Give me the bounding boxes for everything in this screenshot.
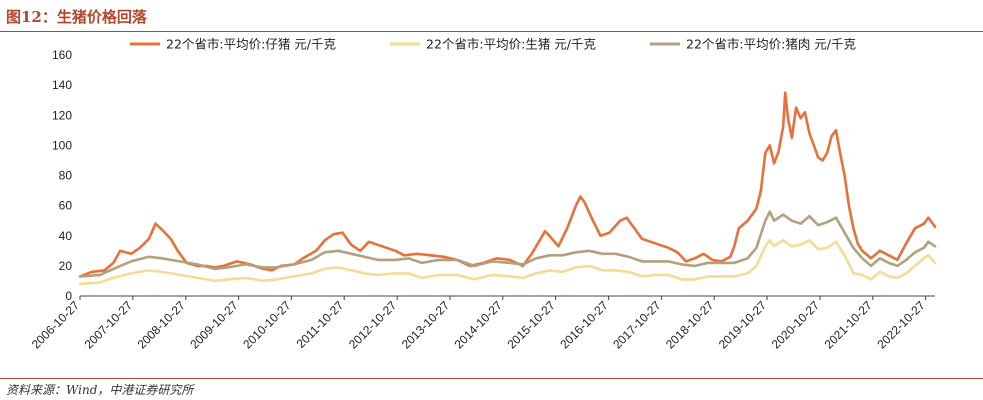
x-tick-labels: 2006-10-27 2007-10-27 2008-10-27 2009-10-27…: [29, 296, 928, 352]
legend-label-3: 22个省市:平均价:猪肉 元/千克: [686, 37, 856, 52]
x-tick-label: 2011-10-27: [294, 298, 347, 351]
y-tick-labels: 0 20 40 60 80 100 120 140 160: [52, 48, 72, 303]
series-line-2: [78, 239, 937, 286]
y-tick-label: 40: [59, 229, 73, 243]
series-line-3: [78, 210, 937, 278]
series-line-1: [78, 91, 937, 278]
y-tick-label: 100: [52, 138, 72, 152]
y-tick-label: 160: [52, 48, 72, 62]
figure-title: 图12：生猪价格回落: [6, 8, 147, 26]
source-rule: [0, 378, 983, 379]
y-tick-label: 20: [59, 259, 73, 273]
legend-label-2: 22个省市:平均价:生猪 元/千克: [426, 37, 596, 52]
x-tick-label: 2016-10-27: [557, 298, 611, 352]
title-rule: [0, 31, 983, 32]
x-tick-label: 2010-10-27: [240, 298, 294, 352]
legend: 22个省市:平均价:仔猪 元/千克 22个省市:平均价:生猪 元/千克 22个省市:…: [130, 37, 856, 52]
x-tick-label: 2012-10-27: [346, 298, 400, 352]
source-note: 资料来源：Wind，中港证券研究所: [6, 383, 194, 397]
x-tick-label: 2006-10-27: [29, 298, 83, 352]
x-tick-label: 2022-10-27: [874, 298, 928, 352]
y-tick-label: 80: [59, 169, 73, 183]
y-tick-label: 0: [65, 289, 72, 303]
x-tick-label: 2008-10-27: [135, 298, 189, 352]
x-tick-label: 2009-10-27: [187, 298, 241, 352]
x-tick-label: 2007-10-27: [82, 298, 136, 352]
x-tick-label: 2019-10-27: [716, 298, 770, 352]
x-tick-label: 2015-10-27: [504, 298, 558, 352]
y-tick-label: 140: [52, 78, 72, 92]
x-tick-label: 2017-10-27: [610, 298, 664, 352]
x-tick-label: 2020-10-27: [769, 298, 823, 352]
series-lines: [78, 91, 937, 286]
x-tick-label: 2014-10-27: [452, 298, 506, 352]
x-tick-label: 2013-10-27: [399, 298, 453, 352]
y-tick-label: 120: [52, 108, 72, 122]
x-tick-label: 2018-10-27: [663, 298, 717, 352]
x-tick-label: 2021-10-27: [822, 298, 876, 352]
y-tick-label: 60: [59, 199, 73, 213]
legend-label-1: 22个省市:平均价:仔猪 元/千克: [166, 37, 336, 52]
